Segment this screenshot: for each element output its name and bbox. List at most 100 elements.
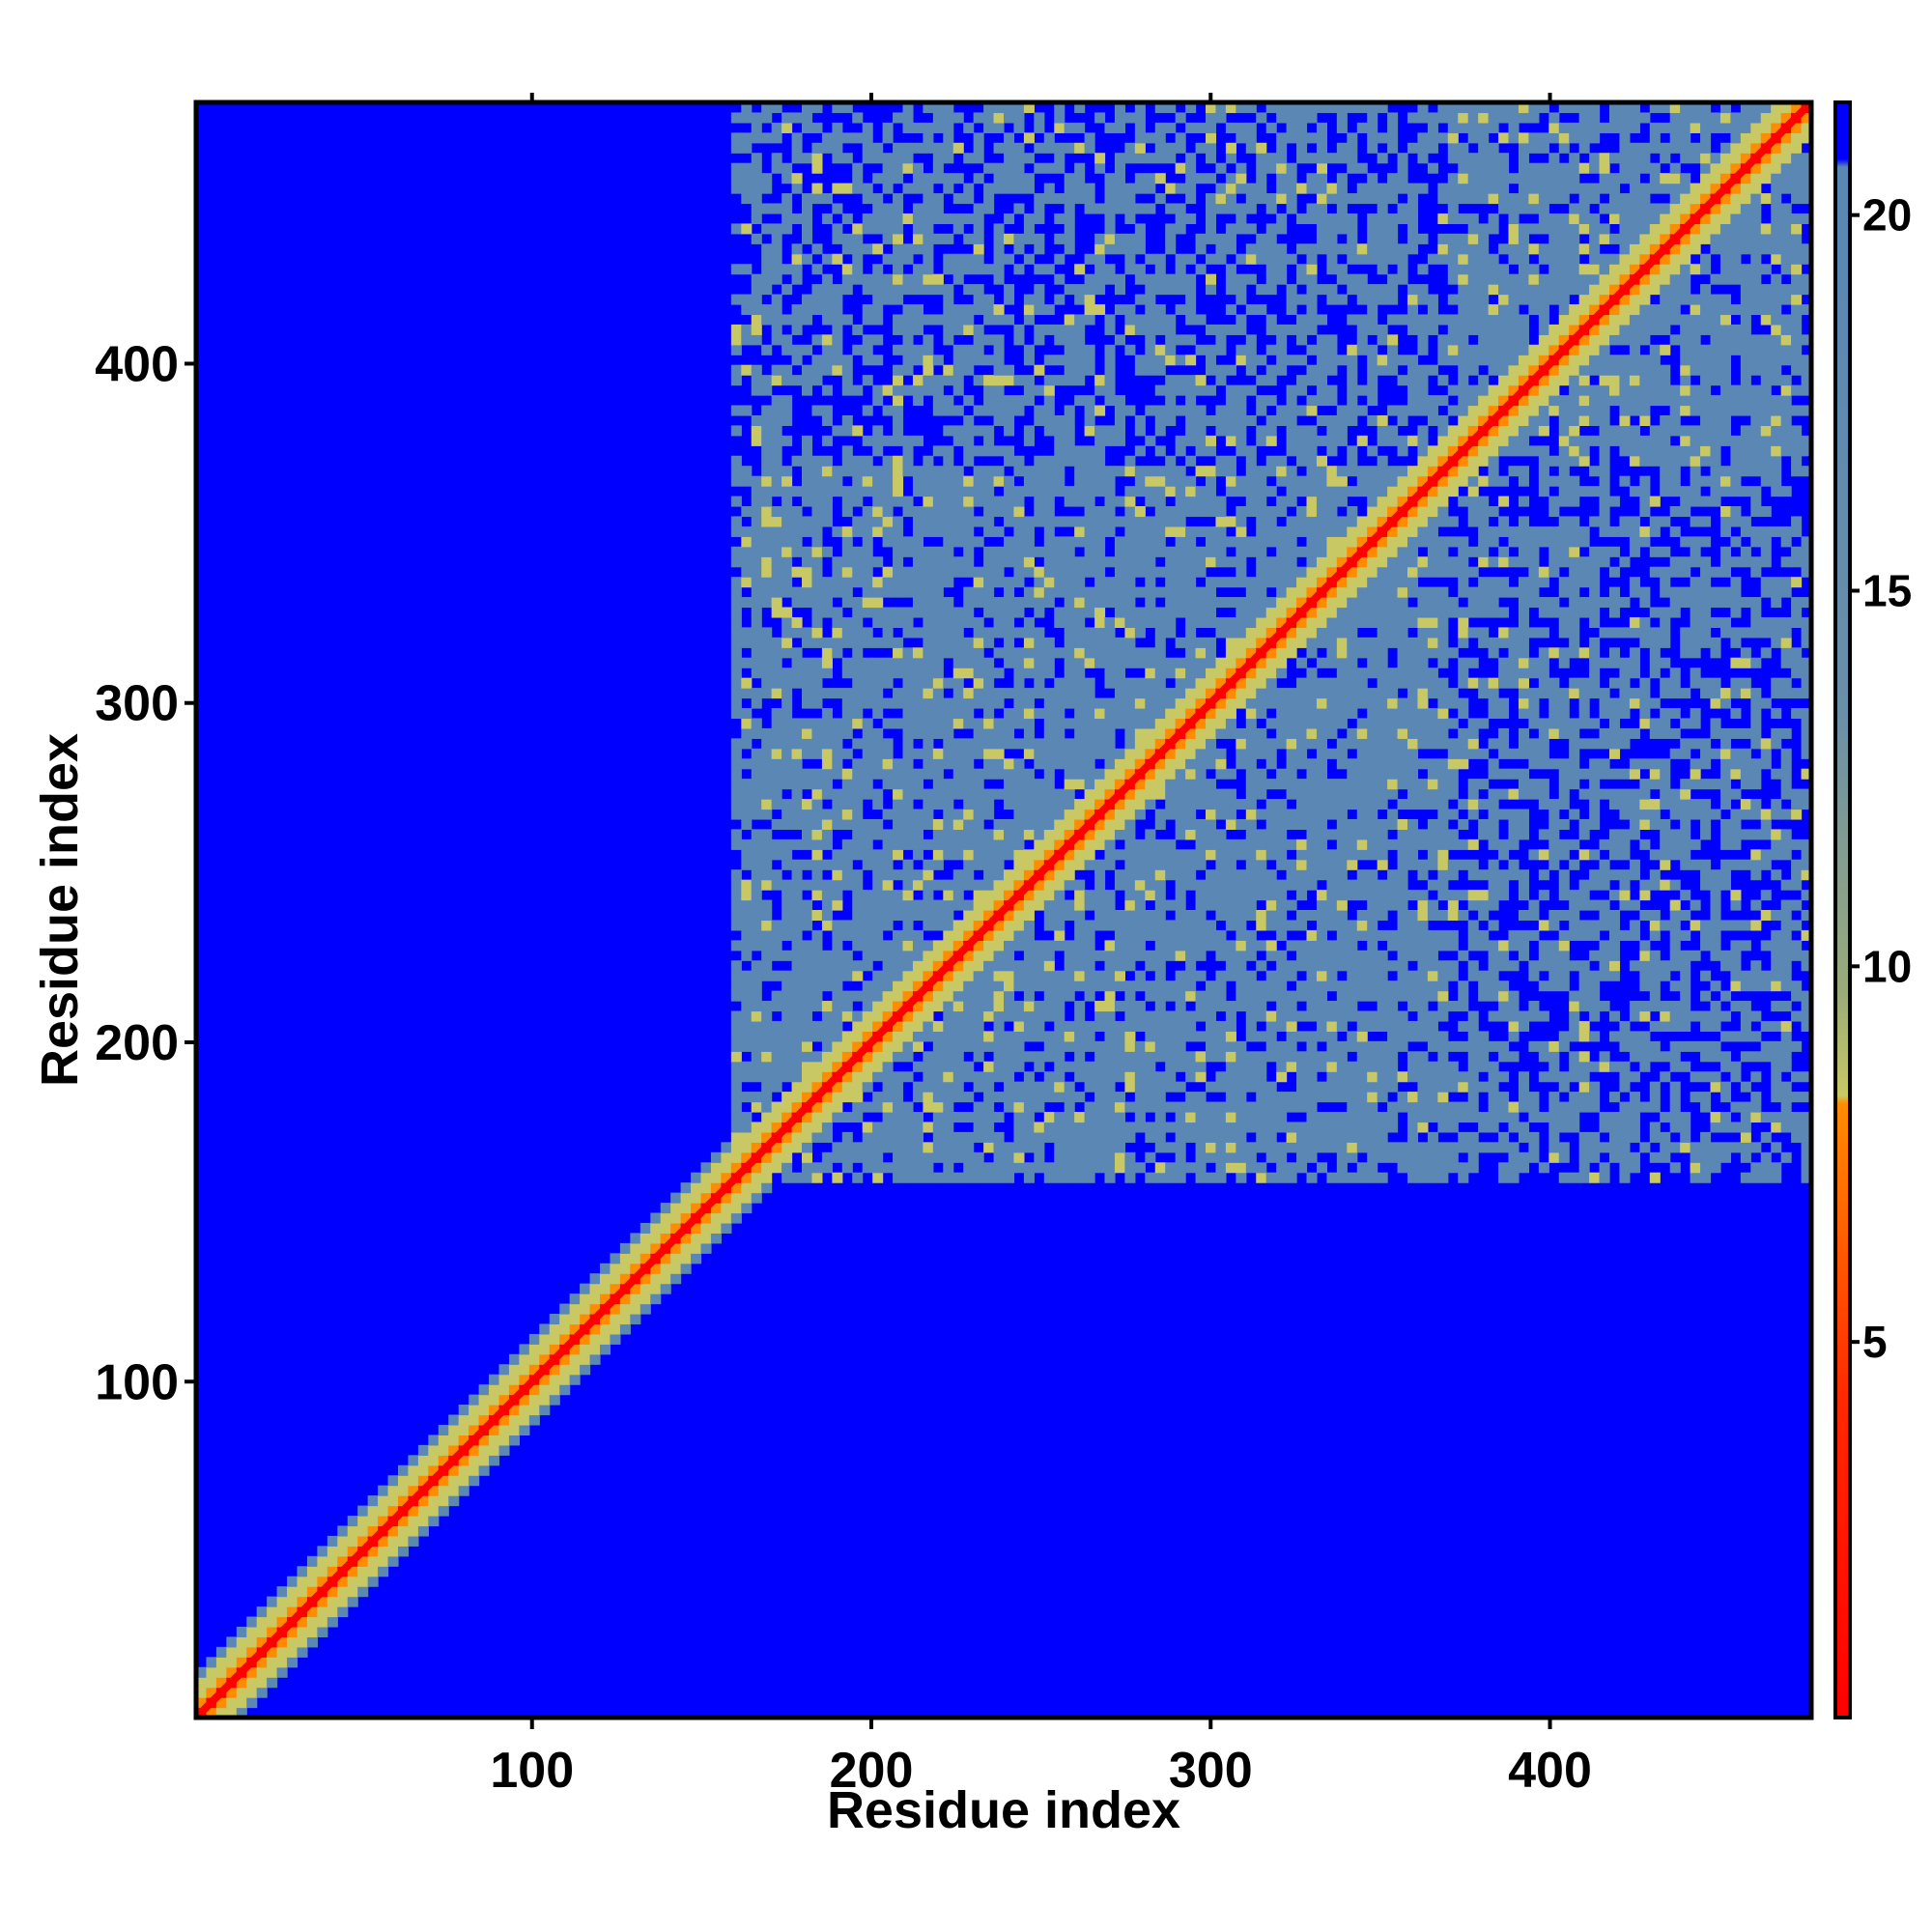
heatmap-cell xyxy=(1265,1010,1277,1022)
heatmap-cell xyxy=(287,1646,298,1658)
heatmap-cell xyxy=(852,799,864,810)
heatmap-cell xyxy=(862,758,873,770)
heatmap-cell xyxy=(912,1092,923,1103)
heatmap-cell xyxy=(993,970,1005,981)
heatmap-cell xyxy=(1094,455,1106,467)
heatmap-cell xyxy=(791,758,803,770)
heatmap-cell xyxy=(1114,1122,1125,1133)
heatmap-cell xyxy=(1004,718,1015,729)
heatmap-cell xyxy=(882,738,894,750)
heatmap-cell xyxy=(1245,940,1257,952)
heatmap-cell xyxy=(862,890,873,901)
heatmap-cell xyxy=(893,838,904,850)
heatmap-cell xyxy=(730,173,742,185)
heatmap-cell xyxy=(1185,102,1197,114)
heatmap-cell xyxy=(963,284,975,296)
heatmap-cell xyxy=(1154,486,1166,497)
heatmap-cell xyxy=(1245,718,1257,729)
heatmap-cell xyxy=(730,1192,742,1204)
heatmap-cell xyxy=(1195,849,1207,861)
heatmap-cell xyxy=(1064,879,1075,891)
heatmap-cell xyxy=(1236,616,1247,628)
heatmap-cell xyxy=(1256,253,1267,265)
heatmap-cell xyxy=(761,1051,773,1063)
heatmap-cell xyxy=(1064,203,1075,214)
heatmap-cell xyxy=(802,627,813,639)
heatmap-cell xyxy=(1094,506,1106,518)
heatmap-cell xyxy=(912,829,923,840)
heatmap-cell xyxy=(1084,859,1095,870)
heatmap-cell xyxy=(730,779,742,790)
heatmap-cell xyxy=(761,929,773,941)
heatmap-cell xyxy=(489,1435,500,1446)
heatmap-cell xyxy=(1074,688,1086,699)
heatmap-cell xyxy=(1225,142,1236,154)
heatmap-cell xyxy=(1054,940,1065,952)
heatmap-cell xyxy=(893,516,904,527)
heatmap-cell xyxy=(923,1101,934,1113)
heatmap-cell xyxy=(882,253,894,265)
heatmap-cell xyxy=(1165,223,1177,235)
heatmap-cell xyxy=(893,384,904,396)
heatmap-cell xyxy=(751,647,762,659)
heatmap-cell xyxy=(378,1516,389,1527)
heatmap-cell xyxy=(1013,1010,1025,1022)
heatmap-cell xyxy=(882,1071,894,1083)
heatmap-cell xyxy=(771,102,782,114)
heatmap-cell xyxy=(660,1273,671,1285)
heatmap-cell xyxy=(508,1435,520,1446)
heatmap-cell xyxy=(569,1364,581,1376)
heatmap-cell xyxy=(741,142,753,154)
heatmap-cell xyxy=(589,1293,601,1305)
heatmap-cell xyxy=(932,920,944,931)
heatmap-cell xyxy=(791,324,803,335)
heatmap-cell xyxy=(1043,1081,1055,1093)
heatmap-cell xyxy=(1043,799,1055,810)
heatmap-cell xyxy=(508,1353,520,1365)
heatmap-cell xyxy=(1054,586,1065,598)
heatmap-cell xyxy=(821,405,833,416)
heatmap-cell xyxy=(761,203,773,214)
heatmap-cell xyxy=(1256,597,1267,609)
heatmap-cell xyxy=(1023,1142,1035,1153)
heatmap-cell xyxy=(741,132,753,144)
heatmap-cell xyxy=(206,1687,217,1698)
heatmap-cell xyxy=(852,577,864,588)
heatmap-cell xyxy=(1185,738,1197,750)
heatmap-cell xyxy=(882,607,894,618)
heatmap-cell xyxy=(751,859,762,870)
heatmap-cell xyxy=(730,1151,742,1163)
heatmap-cell xyxy=(1175,384,1186,396)
heatmap-cell xyxy=(993,890,1005,901)
heatmap-cell xyxy=(1023,708,1035,720)
heatmap-cell xyxy=(741,566,753,578)
heatmap-cell xyxy=(963,1162,975,1174)
heatmap-cell xyxy=(1114,920,1125,931)
heatmap-cell xyxy=(802,668,813,679)
heatmap-cell xyxy=(1225,233,1236,244)
heatmap-cell xyxy=(1286,607,1297,618)
heatmap-cell xyxy=(1034,890,1045,901)
heatmap-cell xyxy=(952,173,964,185)
heatmap-cell xyxy=(902,758,914,770)
heatmap-cell xyxy=(1245,142,1257,154)
heatmap-cell xyxy=(821,899,833,911)
heatmap-cell xyxy=(1215,616,1227,628)
heatmap-cell xyxy=(1256,1101,1267,1113)
heatmap-cell xyxy=(1206,496,1217,507)
heatmap-cell xyxy=(912,577,923,588)
heatmap-cell xyxy=(1034,799,1045,810)
heatmap-cell xyxy=(811,243,823,255)
heatmap-cell xyxy=(943,697,954,709)
heatmap-cell xyxy=(1064,980,1075,992)
heatmap-cell xyxy=(1206,445,1217,457)
heatmap-cell xyxy=(1043,879,1055,891)
heatmap-cell xyxy=(862,556,873,568)
heatmap-cell xyxy=(1225,768,1236,780)
heatmap-cell xyxy=(1256,355,1267,366)
heatmap-cell xyxy=(923,879,934,891)
heatmap-cell xyxy=(821,496,833,507)
heatmap-cell xyxy=(983,425,995,437)
heatmap-cell xyxy=(1206,818,1217,830)
heatmap-cell xyxy=(589,1353,601,1365)
